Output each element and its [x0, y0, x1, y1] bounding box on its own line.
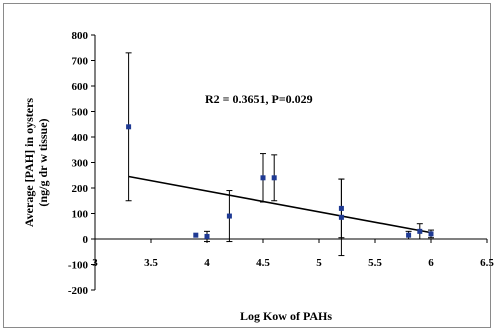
- y-axis-label-line-1: Average [PAH] in oysters: [22, 98, 36, 228]
- y-tick-label: 800: [72, 30, 89, 42]
- y-tick-label: 0: [83, 234, 89, 246]
- trendline: [128, 175, 432, 234]
- y-tick-label: 100: [72, 209, 89, 221]
- y-tick-label: 700: [72, 56, 89, 68]
- data-point: [338, 214, 344, 220]
- regression-annotation: R2 = 0.3651, P=0.029: [205, 92, 313, 106]
- y-tick-label: -200: [68, 285, 89, 297]
- y-axis-label-line-2: (ng/g dr w tissue): [36, 118, 50, 206]
- data-point: [338, 205, 344, 211]
- data-point: [428, 231, 434, 237]
- chart-frame: [3, 3, 491, 328]
- data-point: [406, 232, 412, 238]
- data-point: [126, 124, 132, 130]
- axes: [94, 35, 487, 290]
- y-tick-label: 500: [72, 107, 89, 119]
- data-point: [226, 213, 232, 219]
- data-point: [260, 175, 266, 181]
- y-tick-label: 400: [72, 132, 89, 144]
- y-axis-label: Average [PAH] in oysters (ng/g dr w tiss…: [22, 98, 50, 228]
- data-point: [271, 175, 277, 181]
- x-axis-ticks: 3 3.5 4 4.5 5 5.5 6 6.5: [92, 239, 494, 269]
- x-axis-label: Log Kow of PAHs: [240, 309, 332, 323]
- x-tick-label: 3: [92, 257, 98, 269]
- data-point: [193, 232, 199, 238]
- y-axis-ticks: -200 -100 0 100 200 300 400 500 600 700 800: [68, 30, 95, 297]
- y-tick-label: 300: [72, 158, 89, 170]
- x-tick-label: 4.5: [256, 257, 270, 269]
- trendline-group: [128, 175, 432, 234]
- x-tick-label: 3.5: [144, 257, 158, 269]
- x-tick-label: 6.5: [480, 257, 494, 269]
- x-tick-label: 5: [316, 257, 322, 269]
- x-tick-label: 6: [428, 257, 434, 269]
- y-tick-label: 200: [72, 183, 89, 195]
- y-tick-label: -100: [68, 260, 89, 272]
- x-tick-label: 4: [204, 257, 210, 269]
- y-tick-label: 600: [72, 81, 89, 93]
- data-point: [204, 233, 210, 239]
- data-points: [126, 124, 434, 239]
- data-point: [417, 228, 423, 234]
- x-tick-label: 5.5: [368, 257, 382, 269]
